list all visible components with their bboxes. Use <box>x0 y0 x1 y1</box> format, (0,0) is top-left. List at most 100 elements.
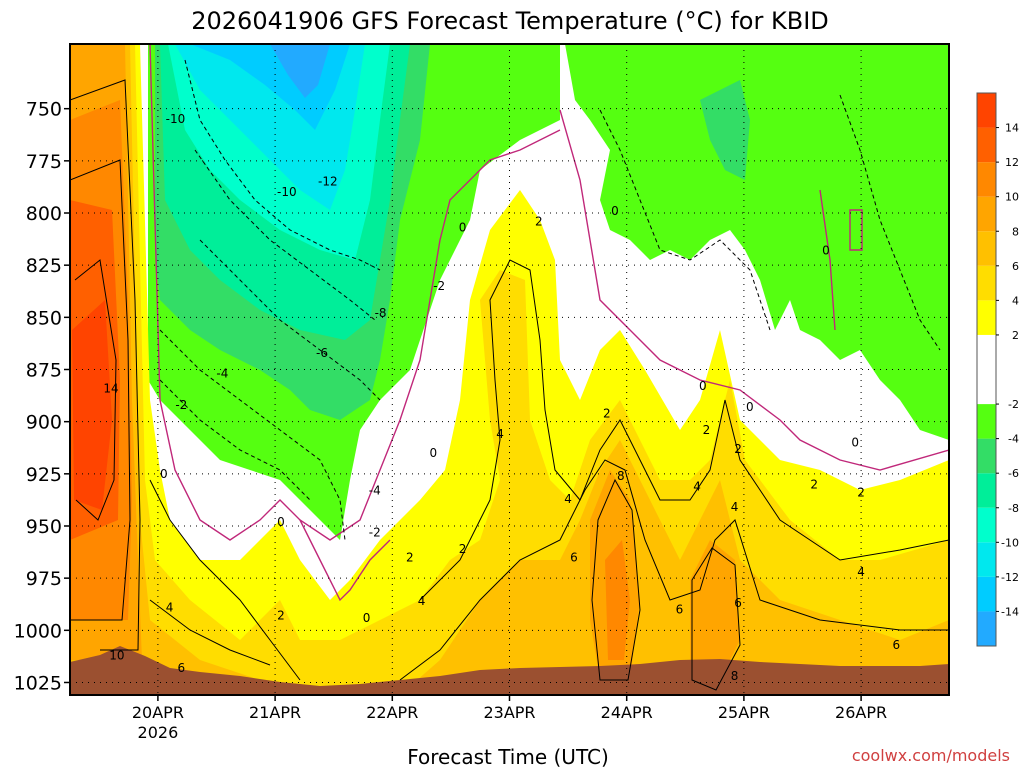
colorbar-tick-label: -8 <box>1008 502 1019 515</box>
contour-lines <box>70 44 949 691</box>
contour-label: 2 <box>277 609 285 623</box>
contour-label: 0 <box>429 446 437 460</box>
contour-label: 10 <box>109 648 124 662</box>
colorbar-tick-label: 6 <box>1012 260 1019 273</box>
contour-label: 0 <box>699 379 707 393</box>
colorbar-swatch <box>977 300 996 335</box>
contour-label: 2 <box>459 542 467 556</box>
contour-label: 2 <box>406 550 414 564</box>
colorbar-tick-label: -10 <box>1001 536 1019 549</box>
contour-label: -4 <box>369 484 381 498</box>
contour-label: -10 <box>277 185 297 199</box>
colorbar-tick-label: 14 <box>1005 122 1019 135</box>
colorbar-swatch <box>977 231 996 266</box>
x-tick-label: 26APR <box>835 703 887 722</box>
contour-label: 2 <box>603 406 611 420</box>
contour-label: 2 <box>703 423 711 437</box>
colorbar-tick-label: 12 <box>1005 156 1019 169</box>
contour-label: 6 <box>178 661 186 675</box>
colorbar-swatch <box>977 507 996 543</box>
colorbar-tick-label: 2 <box>1012 329 1019 342</box>
y-tick-label: 950 <box>26 516 62 538</box>
y-tick-label: 800 <box>26 203 62 225</box>
contour-label: -6 <box>316 346 328 360</box>
contour-label: 0 <box>822 244 830 258</box>
x-axis-label: Forecast Time (UTC) <box>407 745 609 768</box>
colorbar-swatch <box>977 196 996 232</box>
colorbar-tick-label: 10 <box>1005 191 1019 204</box>
x-tick-label: 20APR <box>132 703 184 722</box>
contour-label: 6 <box>570 550 578 564</box>
colorbar-tick-label: 4 <box>1012 294 1019 307</box>
colorbar-swatch <box>977 334 996 405</box>
x-tick-label: 23APR <box>483 703 535 722</box>
contour-label: 4 <box>857 565 865 579</box>
y-tick-label: 850 <box>26 307 62 329</box>
colorbar-swatch <box>977 265 996 301</box>
temperature-fill <box>70 44 949 695</box>
contour-label: 0 <box>851 436 859 450</box>
contour-label: 14 <box>103 381 118 395</box>
y-tick-label: 975 <box>26 568 62 590</box>
contour-label: 0 <box>459 221 467 235</box>
colorbar-swatch <box>977 162 996 197</box>
contour-label: 8 <box>617 469 625 483</box>
x-tick-label: 24APR <box>601 703 653 722</box>
contour-label: 2 <box>535 214 543 228</box>
colorbar-tick-label: -14 <box>1001 605 1019 618</box>
contour-label: -4 <box>216 367 228 381</box>
contour-label: 4 <box>166 600 174 614</box>
colorbar-swatch <box>977 438 996 474</box>
contour-label: 4 <box>693 479 701 493</box>
contour-label: 0 <box>611 204 619 218</box>
colorbar-swatch <box>977 542 996 577</box>
colorbar-tick-label: -4 <box>1008 433 1019 446</box>
y-tick-label: 1025 <box>14 672 62 694</box>
x-tick-label: 25APR <box>718 703 770 722</box>
contour-label: 0 <box>160 467 168 481</box>
contour-label: -8 <box>375 306 387 320</box>
colorbar-swatch <box>977 93 996 128</box>
contour-label: 0 <box>363 611 371 625</box>
contour-label: 8 <box>731 669 739 683</box>
x-tick-sublabel: 2026 <box>138 723 179 742</box>
y-tick-label: 1000 <box>14 620 62 642</box>
contour-label: -2 <box>433 279 445 293</box>
colorbar-tick-label: -12 <box>1001 571 1019 584</box>
contour-label: 6 <box>734 596 742 610</box>
colorbar-swatch <box>977 473 996 508</box>
contour-label: 4 <box>564 492 572 506</box>
contour-label: 4 <box>418 594 426 608</box>
colorbar-swatch <box>977 611 996 646</box>
contour-label: 0 <box>746 400 754 414</box>
y-tick-label: 775 <box>26 151 62 173</box>
colorbar-swatch <box>977 127 996 163</box>
source-credit: coolwx.com/models <box>852 746 1010 765</box>
contour-label: -2 <box>369 525 381 539</box>
y-tick-label: 925 <box>26 464 62 486</box>
x-gridlines <box>157 44 862 695</box>
colorbar-tick-label: 8 <box>1012 225 1019 238</box>
contour-label: 2 <box>857 486 865 500</box>
colorbar-tick-label: -2 <box>1008 398 1019 411</box>
colorbar-frame <box>976 92 997 647</box>
colorbar-swatch <box>977 576 996 612</box>
colorbar: -14 -12 -10 -8 -6 -4 -2 2 4 6 8 10 12 14 <box>976 92 1019 647</box>
contour-label: 0 <box>277 515 285 529</box>
y-tick-label: 825 <box>26 255 62 277</box>
contour-label: 4 <box>496 427 504 441</box>
contour-label: -10 <box>166 112 186 126</box>
colorbar-tick-label: -6 <box>1008 467 1019 480</box>
y-tick-label: 875 <box>26 360 62 382</box>
x-tick-label: 21APR <box>249 703 301 722</box>
contour-label: 6 <box>892 638 900 652</box>
y-gridlines <box>70 108 949 683</box>
contour-label: -12 <box>318 175 338 189</box>
x-tick-label: 22APR <box>366 703 418 722</box>
y-tick-label: 900 <box>26 412 62 434</box>
y-tick-label: 750 <box>26 99 62 121</box>
contour-label: 4 <box>731 500 739 514</box>
contour-label: 2 <box>734 442 742 456</box>
contour-label: 2 <box>810 477 818 491</box>
